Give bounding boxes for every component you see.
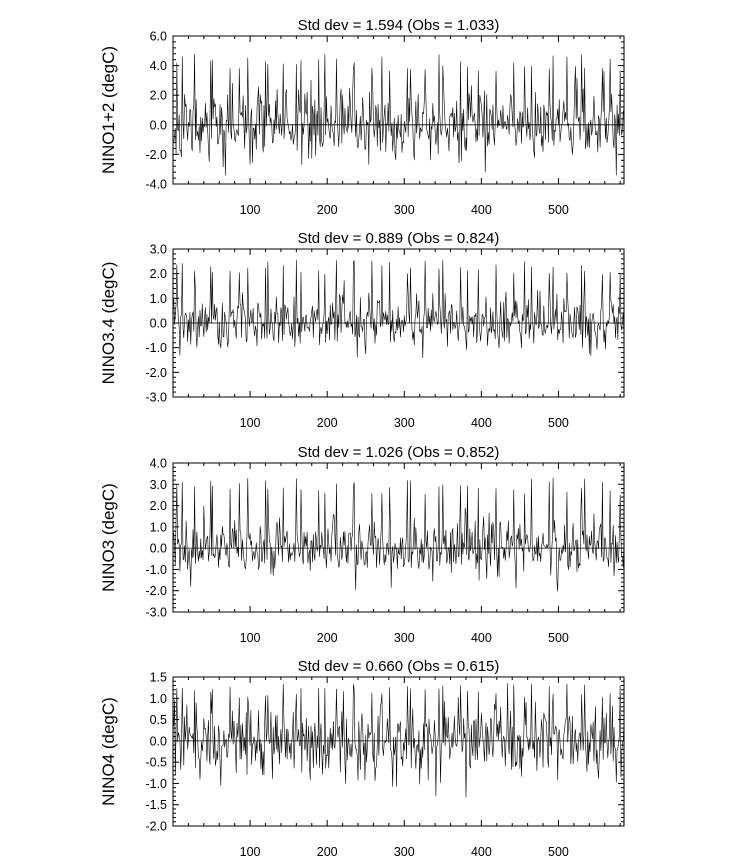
x-tick-label: 200 — [317, 416, 338, 430]
y-tick-label: 0.0 — [150, 118, 167, 132]
y-tick-label: 0.0 — [150, 734, 167, 748]
panel-4: Std dev = 0.660 (Obs = 0.615) NINO4 (degC… — [99, 658, 625, 859]
y-tick-label: 2.0 — [150, 267, 167, 281]
x-tick-label: 200 — [317, 203, 338, 217]
x-tick-label: 400 — [471, 203, 492, 217]
x-tick-label: 500 — [548, 631, 569, 645]
x-tick-label: 300 — [394, 203, 415, 217]
y-tick-label: -2.0 — [145, 820, 167, 834]
data-series-line — [173, 477, 625, 592]
panel-3: Std dev = 1.026 (Obs = 0.852) NINO3 (degC… — [99, 444, 625, 645]
y-tick-label: 1.5 — [150, 671, 167, 685]
y-tick-label: -3.0 — [145, 606, 167, 620]
y-tick-label: -4.0 — [145, 178, 167, 192]
y-axis-label: NINO1+2 (degC) — [99, 46, 118, 174]
x-tick-label: 300 — [394, 631, 415, 645]
x-tick-label: 300 — [394, 845, 415, 859]
y-tick-label: 6.0 — [150, 30, 167, 44]
y-tick-label: 1.0 — [150, 292, 167, 306]
plot-frame — [172, 462, 625, 613]
y-tick-label: -3.0 — [145, 391, 167, 405]
y-tick-label: 3.0 — [150, 243, 167, 257]
x-tick-label: 500 — [548, 416, 569, 430]
data-series-line — [173, 683, 625, 798]
x-tick-label: 500 — [548, 203, 569, 217]
panel-title: Std dev = 0.660 (Obs = 0.615) — [298, 658, 500, 675]
x-tick-label: 100 — [240, 416, 261, 430]
y-axis-label: NINO3 (degC) — [99, 483, 118, 592]
y-tick-label: -2.0 — [145, 584, 167, 598]
x-tick-label: 400 — [471, 416, 492, 430]
y-tick-label: 2.0 — [150, 89, 167, 103]
y-tick-label: 0.5 — [150, 713, 167, 727]
panel-1: Std dev = 1.594 (Obs = 1.033) NINO1+2 (de… — [99, 17, 625, 217]
plot-frame — [172, 676, 625, 827]
x-tick-label: 400 — [471, 631, 492, 645]
y-axis-label: NINO3.4 (degC) — [99, 262, 118, 385]
y-tick-label: 4.0 — [150, 457, 167, 471]
x-tick-label: 400 — [471, 845, 492, 859]
x-tick-label: 100 — [240, 203, 261, 217]
y-tick-label: -0.5 — [145, 756, 167, 770]
y-tick-label: -1.0 — [145, 563, 167, 577]
x-tick-label: 300 — [394, 416, 415, 430]
y-tick-label: 0.0 — [150, 317, 167, 331]
y-tick-label: -2.0 — [145, 148, 167, 162]
panel-title: Std dev = 1.594 (Obs = 1.033) — [298, 17, 500, 34]
panel-title: Std dev = 0.889 (Obs = 0.824) — [298, 230, 500, 247]
plot-frame — [172, 35, 625, 185]
y-tick-label: 2.0 — [150, 499, 167, 513]
x-tick-label: 200 — [317, 631, 338, 645]
y-tick-label: -1.0 — [145, 341, 167, 355]
data-series-line — [173, 259, 625, 359]
x-tick-label: 100 — [240, 631, 261, 645]
y-axis-label: NINO4 (degC) — [99, 697, 118, 806]
y-tick-label: -1.0 — [145, 777, 167, 791]
y-tick-label: 1.0 — [150, 520, 167, 534]
panel-2: Std dev = 0.889 (Obs = 0.824) NINO3.4 (de… — [99, 230, 625, 430]
panel-title: Std dev = 1.026 (Obs = 0.852) — [298, 444, 500, 461]
y-tick-label: 0.0 — [150, 542, 167, 556]
x-tick-label: 500 — [548, 845, 569, 859]
y-tick-label: -1.5 — [145, 798, 167, 812]
y-tick-label: -2.0 — [145, 366, 167, 380]
data-series-line — [173, 53, 625, 176]
y-tick-label: 4.0 — [150, 59, 167, 73]
x-tick-label: 200 — [317, 845, 338, 859]
y-tick-label: 1.0 — [150, 692, 167, 706]
x-tick-label: 100 — [240, 845, 261, 859]
y-tick-label: 3.0 — [150, 478, 167, 492]
